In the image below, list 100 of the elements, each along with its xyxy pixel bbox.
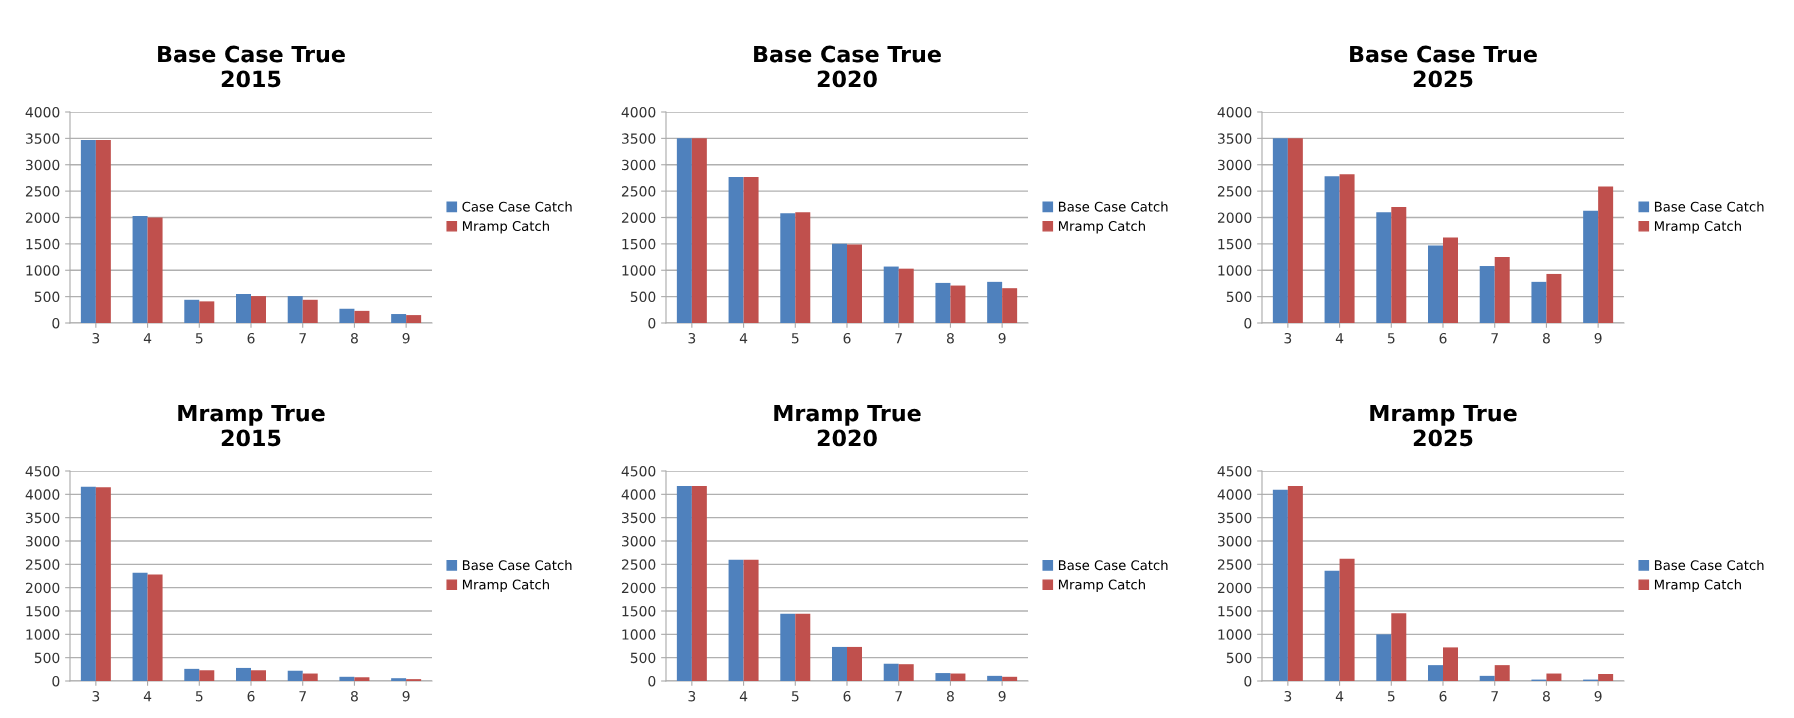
bar bbox=[339, 676, 355, 681]
x-tick-label: 7 bbox=[1491, 333, 1498, 344]
bar bbox=[287, 296, 303, 323]
bar bbox=[1546, 273, 1562, 323]
bar bbox=[1443, 647, 1458, 681]
y-tick-label: 3000 bbox=[621, 535, 656, 547]
bar bbox=[1583, 210, 1599, 323]
x-tick-label: 4 bbox=[739, 333, 748, 344]
y-tick-label: 1000 bbox=[622, 629, 656, 640]
x-tick-label: 5 bbox=[791, 691, 799, 702]
bar bbox=[728, 176, 744, 323]
y-tick-label: 2500 bbox=[25, 559, 60, 570]
bar bbox=[251, 670, 266, 681]
y-tick-label: 4500 bbox=[1217, 465, 1252, 477]
y-tick-label: 2000 bbox=[1217, 212, 1252, 223]
bar bbox=[132, 215, 148, 323]
bar bbox=[147, 574, 163, 681]
x-tick-label: 3 bbox=[92, 332, 100, 344]
bar bbox=[743, 559, 759, 681]
y-tick-label: 1000 bbox=[622, 265, 656, 276]
bar bbox=[287, 670, 303, 681]
y-tick-label: 4000 bbox=[1217, 489, 1252, 500]
x-tick-label: 8 bbox=[350, 690, 358, 702]
bar bbox=[676, 138, 692, 323]
y-tick-label: 4000 bbox=[25, 489, 60, 500]
x-tick-label: 7 bbox=[299, 691, 306, 702]
y-tick-label: 3000 bbox=[1217, 159, 1252, 171]
x-tick-label: 6 bbox=[247, 332, 255, 344]
bar bbox=[1494, 665, 1510, 681]
legend-label: Mramp Catch bbox=[462, 579, 549, 593]
bar bbox=[95, 139, 111, 323]
y-tick-label: 3000 bbox=[25, 535, 60, 547]
y-tick-label: 4500 bbox=[621, 465, 656, 477]
bar bbox=[795, 212, 811, 323]
bar bbox=[883, 266, 899, 323]
y-tick-label: 4000 bbox=[25, 106, 60, 118]
x-tick-label: 8 bbox=[946, 690, 954, 702]
bar bbox=[832, 646, 847, 681]
bar bbox=[184, 668, 200, 681]
x-tick-label: 9 bbox=[998, 690, 1006, 702]
bar bbox=[691, 485, 707, 681]
y-tick-label: 3500 bbox=[621, 512, 656, 524]
bar bbox=[406, 315, 422, 323]
bar bbox=[302, 673, 318, 681]
bar bbox=[1002, 288, 1018, 323]
x-tick-label: 5 bbox=[1387, 691, 1395, 702]
y-tick-label: 3000 bbox=[25, 159, 60, 171]
x-tick-label: 7 bbox=[299, 333, 306, 344]
y-tick-label: 500 bbox=[630, 652, 656, 664]
y-tick-label: 3500 bbox=[1217, 133, 1252, 144]
bar bbox=[354, 310, 370, 323]
x-tick-label: 3 bbox=[1284, 332, 1292, 344]
y-tick-label: 2000 bbox=[25, 212, 60, 223]
bar bbox=[743, 176, 759, 323]
x-tick-label: 7 bbox=[895, 691, 902, 702]
bar bbox=[898, 664, 914, 681]
chart-title: Base Case True 2025 bbox=[1350, 45, 1537, 88]
bar bbox=[132, 572, 148, 681]
x-tick-label: 7 bbox=[895, 333, 902, 344]
bar bbox=[199, 670, 215, 681]
y-tick-label: 500 bbox=[34, 652, 60, 664]
y-tick-label: 3000 bbox=[621, 159, 656, 171]
y-tick-label: 1500 bbox=[622, 238, 656, 250]
y-tick-label: 1500 bbox=[26, 605, 60, 617]
y-tick-label: 500 bbox=[1226, 652, 1252, 664]
chart-title: Mramp True 2020 bbox=[774, 404, 921, 447]
x-tick-label: 5 bbox=[195, 691, 203, 702]
x-tick-label: 4 bbox=[1335, 333, 1344, 344]
bar bbox=[847, 646, 862, 681]
bar bbox=[1598, 186, 1614, 323]
bar bbox=[1324, 176, 1340, 323]
x-tick-label: 9 bbox=[998, 332, 1006, 344]
bar bbox=[950, 673, 966, 681]
y-tick-label: 500 bbox=[1226, 291, 1252, 303]
y-tick-label: 1000 bbox=[1218, 265, 1252, 276]
chart-title: Base Case True 2020 bbox=[754, 45, 941, 88]
bar bbox=[935, 673, 951, 681]
bar bbox=[1339, 174, 1355, 323]
x-tick-label: 9 bbox=[1594, 332, 1602, 344]
bar bbox=[1598, 674, 1614, 681]
y-tick-label: 1000 bbox=[26, 629, 60, 640]
bar bbox=[1287, 138, 1303, 323]
legend-label: Mramp Catch bbox=[462, 220, 549, 234]
y-tick-label: 2000 bbox=[621, 582, 656, 594]
x-tick-label: 5 bbox=[195, 333, 203, 344]
y-tick-label: 2000 bbox=[1217, 582, 1252, 594]
y-tick-label: 4000 bbox=[621, 106, 656, 118]
chart-title: Mramp True 2025 bbox=[1370, 404, 1517, 447]
bar bbox=[832, 243, 847, 323]
bar bbox=[1479, 266, 1495, 323]
y-tick-label: 2500 bbox=[1217, 186, 1252, 197]
y-tick-label: 2000 bbox=[25, 582, 60, 594]
bar bbox=[1272, 138, 1288, 323]
x-tick-label: 4 bbox=[739, 691, 748, 702]
bar bbox=[1428, 665, 1443, 681]
bar bbox=[1391, 613, 1407, 681]
x-tick-label: 6 bbox=[1439, 332, 1447, 344]
bar bbox=[1479, 675, 1495, 681]
bar bbox=[1494, 257, 1510, 323]
legend-label: Base Case Catch bbox=[1654, 559, 1764, 571]
